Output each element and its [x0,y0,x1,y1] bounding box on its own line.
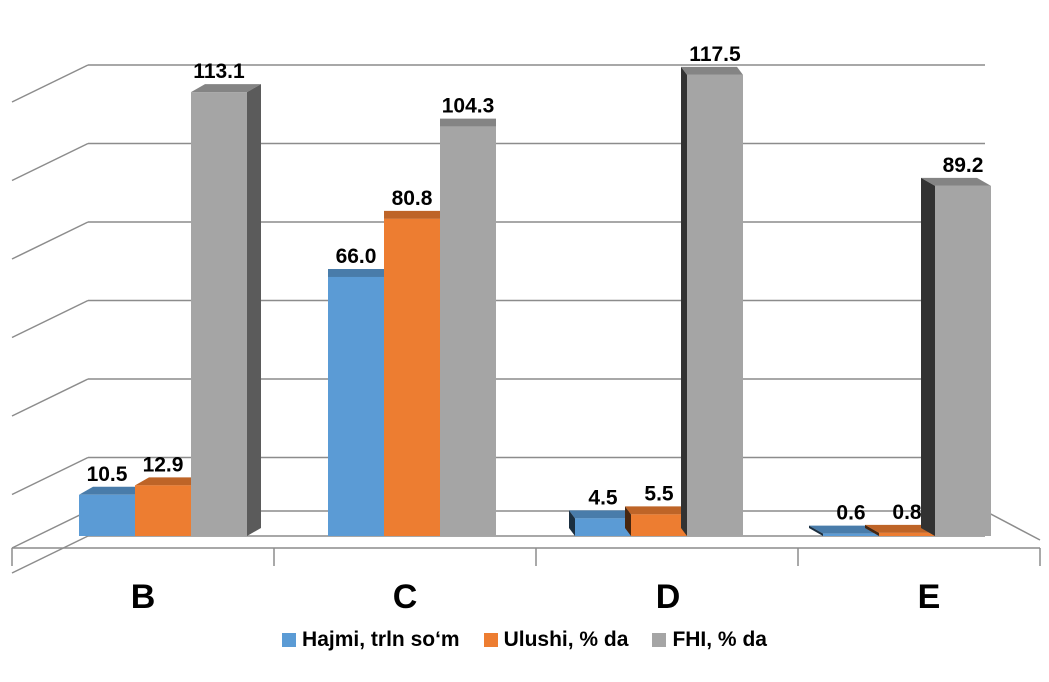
legend-swatch [483,633,498,647]
bar [191,92,247,537]
bar [823,533,879,536]
bars [79,66,991,537]
bar-top [625,506,687,515]
data-label: 117.5 [689,43,741,66]
bar-side [865,524,879,536]
bar-side [809,525,823,536]
bar [879,532,935,536]
data-label: 0.6 [836,502,865,525]
data-label: 89.2 [943,154,984,177]
bar-top [440,118,496,127]
data-label: 104.3 [442,95,495,118]
category-label: C [393,578,418,616]
bar [631,514,687,536]
legend-label: Ulushi, % da [503,628,629,651]
gridline-side [11,64,89,103]
legend: Hajmi, trln so‘m Ulushi, % da FHI, % da [0,628,1049,652]
data-label: 5.5 [644,482,674,505]
data-label: 66.0 [336,245,377,268]
gridline-side [11,221,89,260]
bar-top [384,210,440,219]
bar-side [569,510,575,536]
legend-item: FHI, % da [652,628,767,652]
bar-side [625,506,631,536]
bar [935,185,991,536]
bar-top [681,66,743,75]
data-labels: 10.5 12.9 113.1 66.0 80.8 104.3 4.5 5.5 117.5 0.6… [87,43,984,525]
bar-top [135,477,205,486]
bar-top [921,177,991,186]
gridline-side [11,299,89,339]
bar-top [328,268,384,277]
legend-item: Hajmi, trln so‘m [282,628,460,652]
bar-side [921,177,935,536]
data-label: 0.8 [892,501,922,524]
data-label: 10.5 [87,463,128,486]
bar [384,218,440,537]
legend-swatch [282,633,297,647]
bar [328,276,384,536]
bar-top [809,525,879,534]
gridline-side [11,142,89,182]
floor-edge [11,510,1041,549]
bar [135,485,191,536]
bar [575,518,631,536]
category-label: E [918,578,941,616]
legend-label: FHI, % da [672,628,767,651]
bar-top [191,84,261,93]
legend-swatch [652,633,667,647]
bar [687,74,743,536]
data-label: 4.5 [588,486,618,509]
bar-top [79,486,149,495]
bar-side [681,66,687,536]
gridline-side [11,378,89,417]
bar [440,126,496,536]
data-label: 12.9 [143,453,184,476]
gridline-side [11,535,89,574]
data-label: 80.8 [392,187,433,210]
data-label: 113.1 [193,60,245,83]
bar-top [569,510,631,519]
bar [79,494,135,536]
category-label: B [131,578,156,616]
legend-item: Ulushi, % da [483,628,629,652]
category-label: D [656,578,681,616]
gridline-side [11,456,89,496]
legend-label: Hajmi, trln so‘m [302,628,460,651]
bar-side [247,84,261,537]
category-labels: B C D E [131,578,941,616]
bar-top [865,524,935,533]
